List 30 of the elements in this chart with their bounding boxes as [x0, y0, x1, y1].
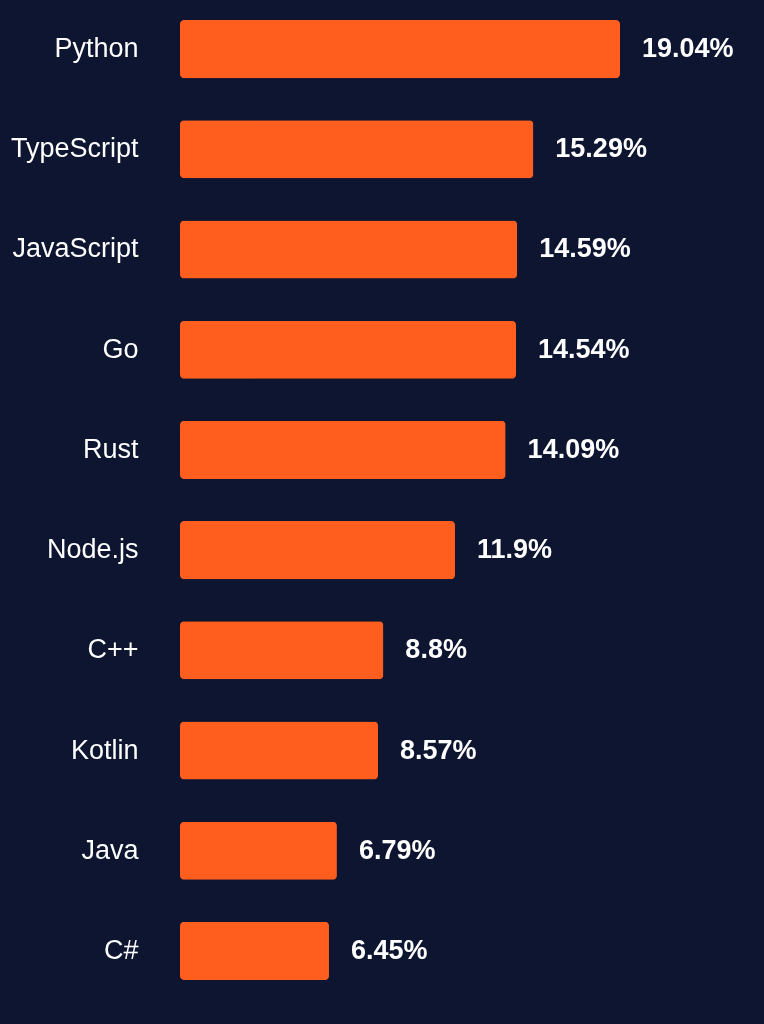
y-tick-label: C# — [103, 934, 139, 965]
bar — [180, 320, 517, 379]
data-label: 15.29% — [555, 133, 647, 164]
bar — [180, 521, 455, 580]
data-label: 14.59% — [539, 233, 631, 264]
data-label: 11.9% — [477, 534, 553, 565]
y-tick-label: Java — [81, 834, 140, 865]
y-tick-label: Rust — [82, 433, 139, 464]
y-tick-label: TypeScript — [10, 133, 139, 164]
bar — [180, 921, 330, 980]
data-label: 8.57% — [400, 734, 477, 765]
y-tick-label: JavaScript — [12, 233, 139, 264]
y-tick-label: Go — [102, 333, 139, 364]
data-label: 19.04% — [642, 33, 734, 64]
y-tick-label: Node.js — [46, 534, 139, 565]
data-label: 14.09% — [527, 433, 620, 464]
bar — [180, 120, 534, 179]
data-label: 8.8% — [405, 634, 467, 665]
bar — [180, 420, 506, 479]
y-tick-label: Python — [54, 33, 139, 64]
bar — [180, 20, 620, 79]
data-label: 6.45% — [351, 934, 428, 965]
y-tick-label: Kotlin — [70, 734, 139, 765]
bar — [180, 721, 379, 780]
y-tick-label: C++ — [87, 634, 139, 665]
bar — [180, 220, 518, 279]
bar — [180, 821, 337, 880]
data-label: 6.79% — [358, 834, 436, 865]
data-label: 14.54% — [538, 333, 630, 364]
bar — [180, 621, 384, 680]
